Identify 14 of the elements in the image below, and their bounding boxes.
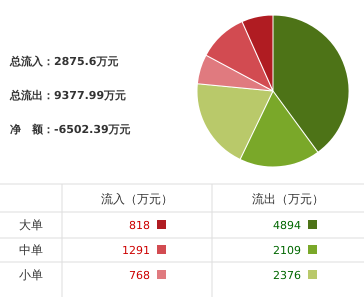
category-label: 大单: [19, 218, 43, 232]
data-label: 768: [129, 269, 150, 282]
text: 流入（万元）: [101, 192, 173, 206]
text: 净 额：-6502.39万元: [10, 123, 131, 136]
text: 总流出：9377.99万元: [9, 89, 126, 102]
data-label: 1291: [122, 244, 150, 257]
data-label: 2109: [273, 244, 301, 257]
category-label: 中单: [19, 243, 43, 257]
text: 总流入：2875.6万元: [9, 55, 118, 68]
text: 流出（万元）: [252, 192, 324, 206]
category-label: 小单: [19, 268, 43, 282]
data-label: 2376: [273, 269, 301, 282]
data-label: 818: [129, 219, 150, 232]
data-label: 4894: [273, 219, 301, 232]
